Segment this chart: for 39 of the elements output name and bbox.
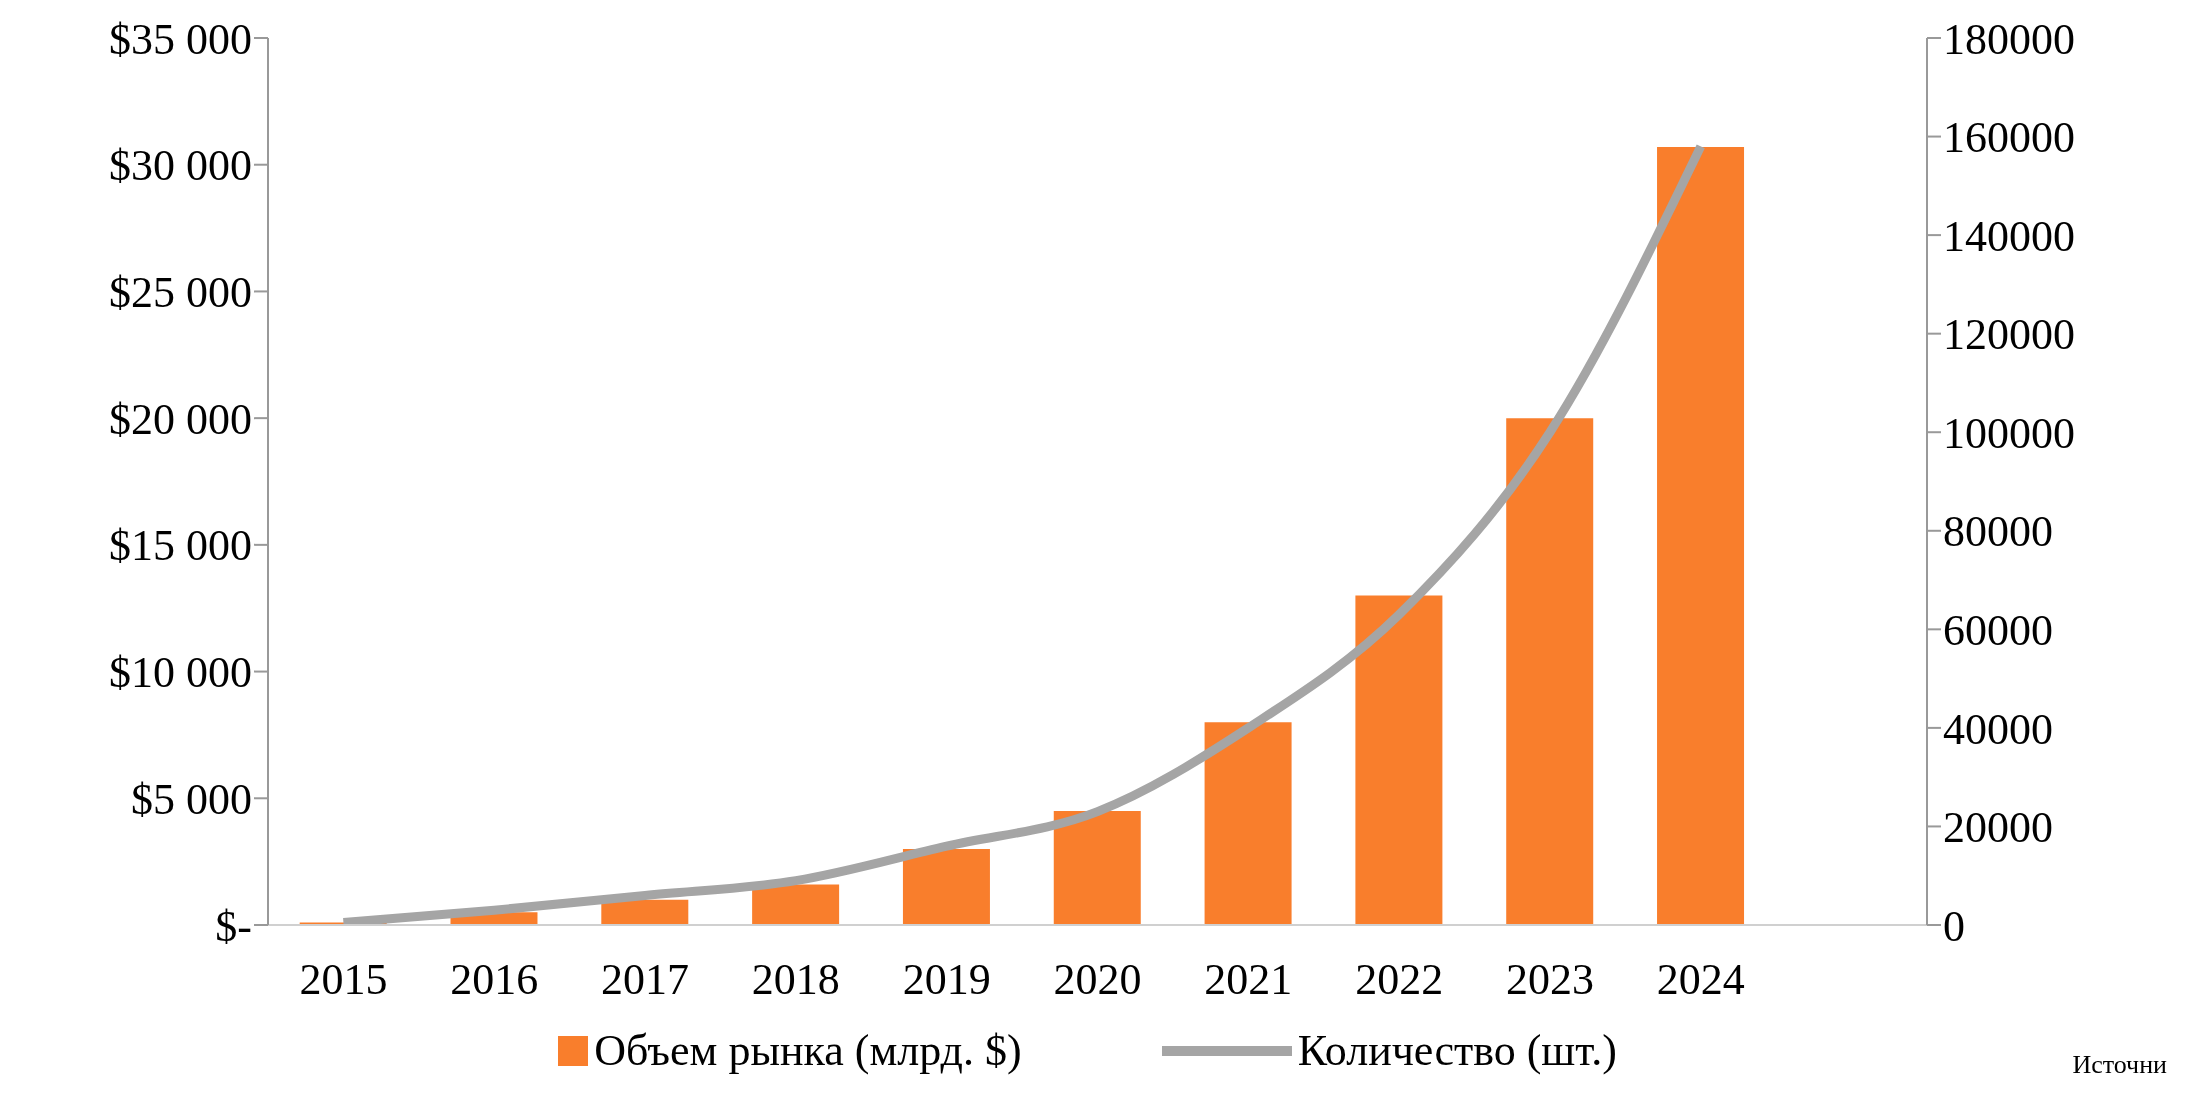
x-tick-label: 2022 [1355, 955, 1444, 1005]
bar [601, 899, 689, 925]
legend-label: Объем рынка (млрд. $) [594, 1025, 1022, 1076]
x-tick-label: 2020 [1053, 955, 1142, 1005]
y2-tick-label: 0 [1943, 901, 1965, 951]
x-tick-label: 2017 [601, 955, 690, 1005]
bar [752, 884, 840, 925]
y2-tick-label: 140000 [1943, 211, 2075, 261]
x-tick-label: 2019 [902, 955, 991, 1005]
y-tick-label: $35 000 [109, 14, 252, 64]
bar [902, 848, 990, 925]
bar [1506, 418, 1594, 925]
y-tick-label: $20 000 [109, 394, 252, 444]
y-tick-label: $- [215, 901, 252, 951]
y2-tick-label: 120000 [1943, 310, 2075, 360]
x-tick-label: 2018 [751, 955, 840, 1005]
text: Источни [2072, 1050, 2167, 1080]
y2-tick-label: 80000 [1943, 507, 2053, 557]
y2-tick-label: 100000 [1943, 408, 2075, 458]
y-tick-label: $15 000 [109, 521, 252, 571]
y2-tick-label: 160000 [1943, 113, 2075, 163]
bar [1355, 595, 1443, 925]
x-tick-label: 2016 [450, 955, 539, 1005]
x-tick-label: 2021 [1204, 955, 1293, 1005]
bar [1053, 810, 1141, 925]
x-tick-label: 2015 [299, 955, 388, 1005]
bar [1204, 722, 1292, 925]
y-tick-label: $5 000 [131, 774, 252, 824]
y-tick-label: $30 000 [109, 141, 252, 191]
y2-tick-label: 180000 [1943, 14, 2075, 64]
y2-tick-label: 60000 [1943, 605, 2053, 655]
x-tick-label: 2024 [1656, 955, 1745, 1005]
y-tick-label: $25 000 [109, 268, 252, 318]
y-tick-label: $10 000 [109, 648, 252, 698]
legend-label: Количество (шт.) [1297, 1025, 1617, 1076]
y2-tick-label: 20000 [1943, 803, 2053, 853]
x-tick-label: 2023 [1505, 955, 1594, 1005]
y2-tick-label: 40000 [1943, 704, 2053, 754]
bar [1657, 146, 1745, 925]
